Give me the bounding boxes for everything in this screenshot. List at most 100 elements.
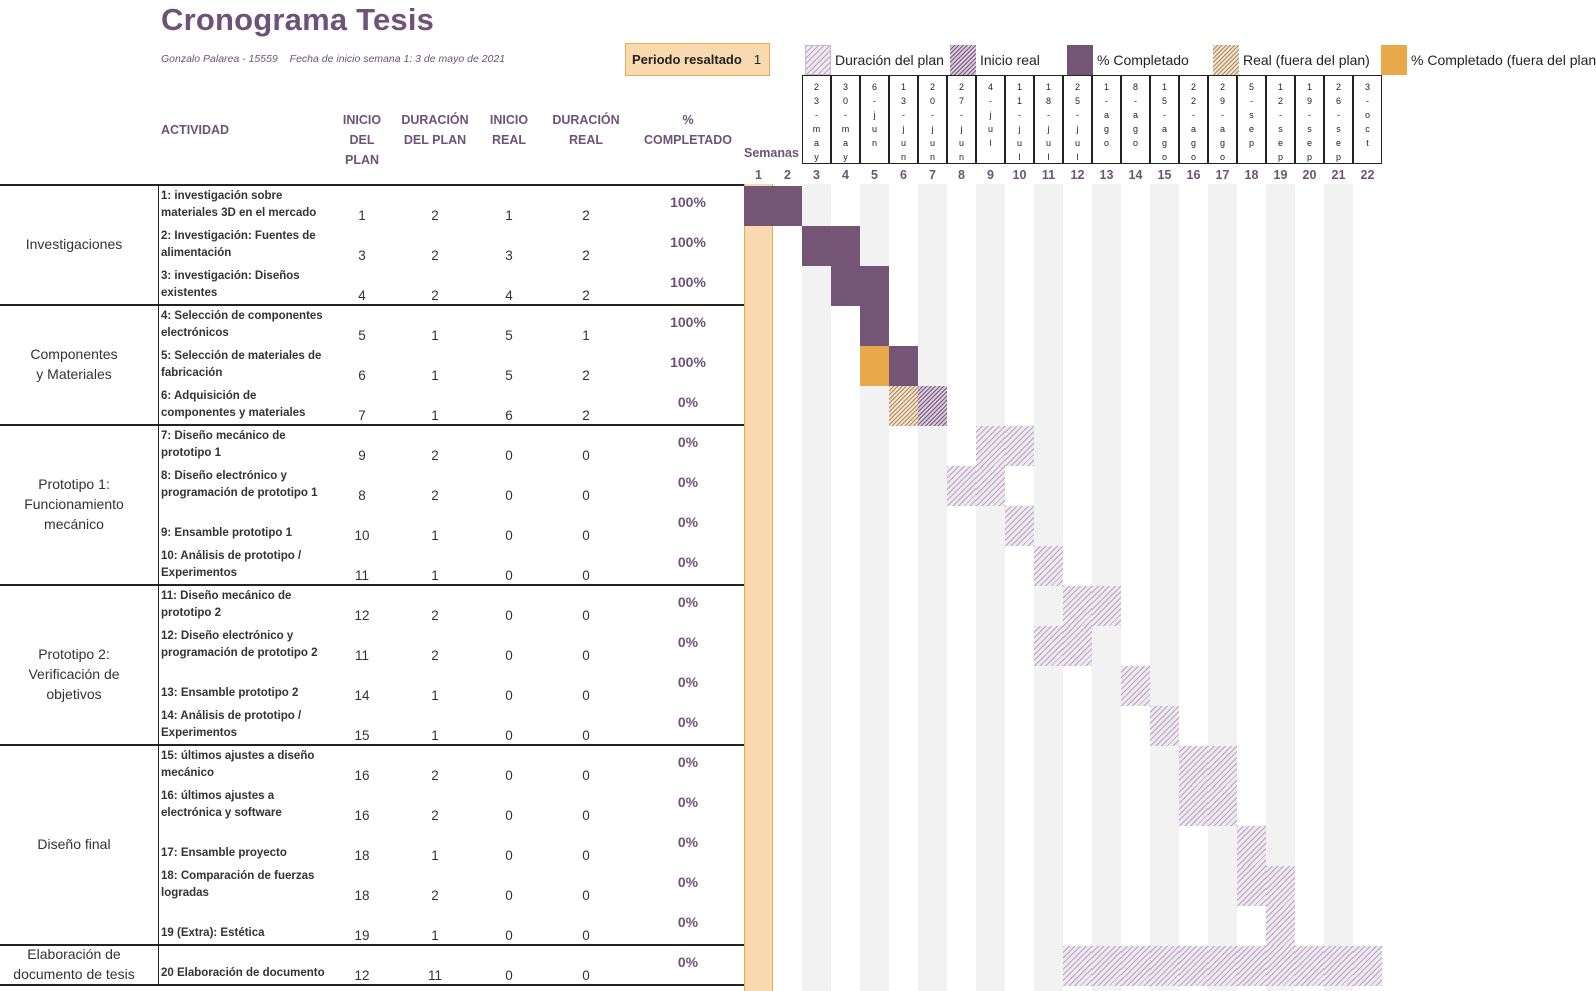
- real-start-value[interactable]: 0: [505, 528, 513, 543]
- percent-complete-value[interactable]: 0%: [677, 954, 699, 970]
- percent-complete-value[interactable]: 100%: [670, 354, 706, 370]
- real-duration-value[interactable]: 0: [582, 848, 590, 863]
- percent-complete-value[interactable]: 0%: [677, 914, 699, 930]
- percent-complete-value[interactable]: 0%: [677, 514, 699, 530]
- activity-name[interactable]: 7: Diseño mecánico de prototipo 1: [161, 428, 331, 462]
- plan-duration-value[interactable]: 1: [431, 928, 439, 943]
- plan-duration-value[interactable]: 2: [431, 888, 439, 903]
- real-start-value[interactable]: 0: [505, 688, 513, 703]
- plan-start-value[interactable]: 7: [358, 408, 366, 423]
- real-start-value[interactable]: 5: [505, 328, 513, 343]
- plan-start-value[interactable]: 19: [354, 928, 370, 943]
- plan-duration-value[interactable]: 2: [431, 208, 439, 223]
- plan-duration-value[interactable]: 2: [431, 648, 439, 663]
- activity-name[interactable]: 8: Diseño electrónico y programación de p…: [161, 468, 331, 502]
- plan-start-value[interactable]: 14: [354, 688, 370, 703]
- plan-start-value[interactable]: 11: [354, 648, 369, 663]
- activity-name[interactable]: 18: Comparación de fuerzas logradas: [161, 868, 331, 902]
- plan-start-value[interactable]: 6: [358, 368, 366, 383]
- percent-complete-value[interactable]: 100%: [670, 314, 706, 330]
- percent-complete-value[interactable]: 0%: [677, 474, 699, 490]
- real-start-value[interactable]: 0: [505, 968, 513, 983]
- plan-duration-value[interactable]: 11: [427, 968, 442, 983]
- plan-start-value[interactable]: 16: [354, 808, 370, 823]
- plan-duration-value[interactable]: 1: [431, 328, 439, 343]
- plan-start-value[interactable]: 4: [358, 288, 366, 303]
- activity-name[interactable]: 17: Ensamble proyecto: [161, 828, 331, 862]
- plan-start-value[interactable]: 15: [354, 728, 370, 743]
- percent-complete-value[interactable]: 0%: [677, 434, 699, 450]
- real-start-value[interactable]: 0: [505, 568, 513, 583]
- percent-complete-value[interactable]: 0%: [677, 594, 699, 610]
- percent-complete-value[interactable]: 0%: [677, 874, 699, 890]
- activity-name[interactable]: 20 Elaboración de documento: [161, 948, 331, 982]
- real-start-value[interactable]: 0: [505, 488, 513, 503]
- plan-start-value[interactable]: 12: [354, 968, 370, 983]
- real-duration-value[interactable]: 0: [582, 928, 590, 943]
- real-start-value[interactable]: 4: [505, 288, 513, 303]
- plan-start-value[interactable]: 12: [354, 608, 370, 623]
- percent-complete-value[interactable]: 0%: [677, 634, 699, 650]
- real-duration-value[interactable]: 2: [582, 248, 590, 263]
- percent-complete-value[interactable]: 0%: [677, 554, 699, 570]
- activity-name[interactable]: 19 (Extra): Estética: [161, 908, 331, 942]
- activity-name[interactable]: 1: investigación sobre materiales 3D en e…: [161, 188, 331, 222]
- plan-duration-value[interactable]: 2: [431, 768, 439, 783]
- plan-duration-value[interactable]: 2: [431, 488, 439, 503]
- plan-duration-value[interactable]: 1: [431, 728, 439, 743]
- percent-complete-value[interactable]: 0%: [677, 394, 699, 410]
- real-start-value[interactable]: 0: [505, 768, 513, 783]
- real-start-value[interactable]: 0: [505, 648, 513, 663]
- plan-start-value[interactable]: 1: [358, 208, 366, 223]
- real-duration-value[interactable]: 0: [582, 448, 590, 463]
- activity-name[interactable]: 5: Selección de materiales de fabricación: [161, 348, 331, 382]
- plan-start-value[interactable]: 5: [358, 328, 366, 343]
- plan-duration-value[interactable]: 1: [431, 528, 439, 543]
- real-duration-value[interactable]: 0: [582, 728, 590, 743]
- real-duration-value[interactable]: 2: [582, 368, 590, 383]
- plan-duration-value[interactable]: 2: [431, 808, 439, 823]
- plan-start-value[interactable]: 16: [354, 768, 370, 783]
- activity-name[interactable]: 14: Análisis de prototipo / Experimentos: [161, 708, 331, 742]
- real-start-value[interactable]: 0: [505, 928, 513, 943]
- plan-duration-value[interactable]: 2: [431, 608, 439, 623]
- plan-start-value[interactable]: 8: [358, 488, 366, 503]
- plan-duration-value[interactable]: 1: [431, 568, 439, 583]
- real-duration-value[interactable]: 2: [582, 288, 590, 303]
- activity-name[interactable]: 6: Adquisición de componentes y materiale…: [161, 388, 331, 422]
- plan-start-value[interactable]: 10: [354, 528, 370, 543]
- activity-name[interactable]: 2: Investigación: Fuentes de alimentación: [161, 228, 331, 262]
- real-start-value[interactable]: 0: [505, 808, 513, 823]
- percent-complete-value[interactable]: 100%: [670, 274, 706, 290]
- plan-start-value[interactable]: 18: [354, 848, 370, 863]
- percent-complete-value[interactable]: 0%: [677, 674, 699, 690]
- plan-duration-value[interactable]: 2: [431, 448, 439, 463]
- plan-start-value[interactable]: 9: [358, 448, 366, 463]
- plan-duration-value[interactable]: 2: [431, 288, 439, 303]
- real-duration-value[interactable]: 0: [582, 688, 590, 703]
- real-duration-value[interactable]: 0: [582, 808, 590, 823]
- activity-name[interactable]: 12: Diseño electrónico y programación de …: [161, 628, 331, 662]
- plan-start-value[interactable]: 11: [354, 568, 369, 583]
- plan-duration-value[interactable]: 1: [431, 848, 439, 863]
- real-start-value[interactable]: 1: [505, 208, 513, 223]
- activity-name[interactable]: 10: Análisis de prototipo / Experimentos: [161, 548, 331, 582]
- real-start-value[interactable]: 3: [505, 248, 513, 263]
- real-duration-value[interactable]: 0: [582, 488, 590, 503]
- real-start-value[interactable]: 6: [505, 408, 513, 423]
- activity-name[interactable]: 4: Selección de componentes electrónicos: [161, 308, 331, 342]
- real-duration-value[interactable]: 0: [582, 608, 590, 623]
- percent-complete-value[interactable]: 0%: [677, 834, 699, 850]
- plan-duration-value[interactable]: 1: [431, 408, 439, 423]
- highlighted-period-field[interactable]: Periodo resaltado 1: [625, 43, 770, 76]
- plan-duration-value[interactable]: 1: [431, 688, 439, 703]
- real-duration-value[interactable]: 2: [582, 208, 590, 223]
- percent-complete-value[interactable]: 0%: [677, 714, 699, 730]
- activity-name[interactable]: 16: últimos ajustes a electrónica y softw…: [161, 788, 331, 822]
- percent-complete-value[interactable]: 100%: [670, 194, 706, 210]
- real-start-value[interactable]: 0: [505, 888, 513, 903]
- real-start-value[interactable]: 0: [505, 848, 513, 863]
- activity-name[interactable]: 15: últimos ajustes a diseño mecánico: [161, 748, 331, 782]
- percent-complete-value[interactable]: 0%: [677, 794, 699, 810]
- real-start-value[interactable]: 0: [505, 608, 513, 623]
